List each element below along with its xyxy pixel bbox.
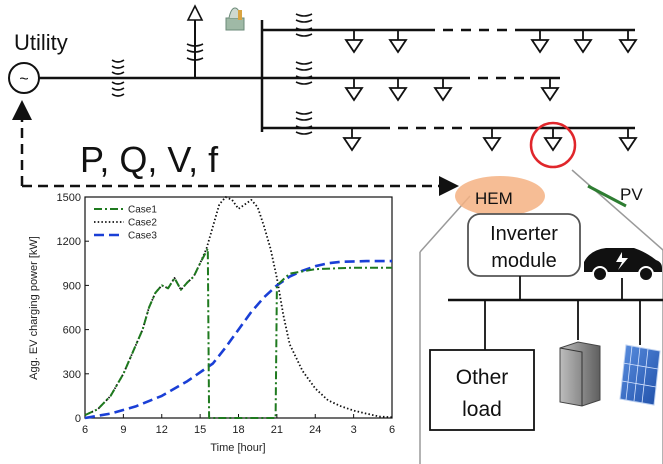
other-load-line1: Other <box>456 366 509 389</box>
x-tick-label: 18 <box>232 424 244 436</box>
other-load-box <box>429 349 535 431</box>
y-tick-label: 1500 <box>57 192 81 204</box>
x-tick-label: 21 <box>271 424 283 436</box>
utility-label: Utility <box>14 30 68 55</box>
feeder-row-1 <box>262 13 635 37</box>
load-triangle-icon <box>433 78 453 102</box>
legend-label-case3: Case3 <box>128 231 157 242</box>
chart-series <box>84 196 393 420</box>
feeder-row-2 <box>262 61 560 85</box>
chart-plot-area <box>84 196 393 419</box>
y-tick-label: 300 <box>63 369 81 381</box>
y-tick-label: 900 <box>63 280 81 292</box>
distribution-network: ~ Utility <box>8 4 638 196</box>
battery-icon <box>559 341 601 407</box>
series-line-case1 <box>84 247 392 419</box>
series-line-case3 <box>84 259 392 420</box>
other-load-line2: load <box>462 398 502 421</box>
load-triangle-icon <box>618 128 638 152</box>
chart-legend: Case1 Case2 Case3 <box>94 205 157 242</box>
load-triangle-icon <box>342 128 362 152</box>
inverter-label-line1: Inverter <box>490 223 558 245</box>
signals-label: P, Q, V, f <box>80 139 219 180</box>
inverter-module-box <box>467 213 581 277</box>
power-plant-icon <box>225 7 245 31</box>
load-triangle-icon <box>618 30 638 54</box>
x-tick-label: 24 <box>309 424 321 436</box>
load-triangle-icon <box>344 78 364 102</box>
load-triangle-icon <box>344 30 364 54</box>
load-triangle-icon <box>540 78 560 102</box>
home-outline <box>419 250 663 464</box>
ac-source-symbol: ~ <box>19 71 28 88</box>
x-tick-label: 9 <box>120 424 126 436</box>
x-tick-label: 6 <box>389 424 395 436</box>
pv-line <box>587 184 627 208</box>
load-triangle-icon <box>388 30 408 54</box>
y-tick-label: 1200 <box>57 236 81 248</box>
load-triangle-icon <box>482 128 502 152</box>
load-triangle-icon <box>388 78 408 102</box>
x-tick-label: 12 <box>156 424 168 436</box>
transformer-icon <box>186 4 204 78</box>
y-tick-label: 600 <box>63 325 81 337</box>
feeder-row-3 <box>262 111 635 135</box>
x-axis-label: Time [hour] <box>210 442 265 454</box>
zoom-line-right <box>571 169 663 251</box>
solar-panel-icon <box>619 344 661 406</box>
hem-bubble <box>455 176 545 216</box>
pv-label: PV <box>620 185 643 204</box>
home-energy-panel: HEM PV Inverter module Other load <box>419 169 663 464</box>
y-tick-label: 0 <box>75 413 81 425</box>
x-tick-label: 3 <box>351 424 357 436</box>
load-triangle-icon <box>530 30 550 54</box>
x-tick-label: 6 <box>82 424 88 436</box>
y-axis-label: Agg. EV charging power [kW] <box>28 236 40 380</box>
x-tick-label: 15 <box>194 424 206 436</box>
hem-label: HEM <box>475 189 513 208</box>
inverter-label-line2: module <box>491 250 557 272</box>
load-triangle-icon <box>573 30 593 54</box>
legend-label-case1: Case1 <box>128 205 157 216</box>
transformer-icon <box>111 59 125 97</box>
ev-car-icon <box>584 248 662 282</box>
highlighted-load-circle <box>529 121 577 169</box>
series-line-case2 <box>84 196 393 419</box>
load-triangle-icon <box>543 128 563 152</box>
legend-label-case2: Case2 <box>128 218 157 229</box>
